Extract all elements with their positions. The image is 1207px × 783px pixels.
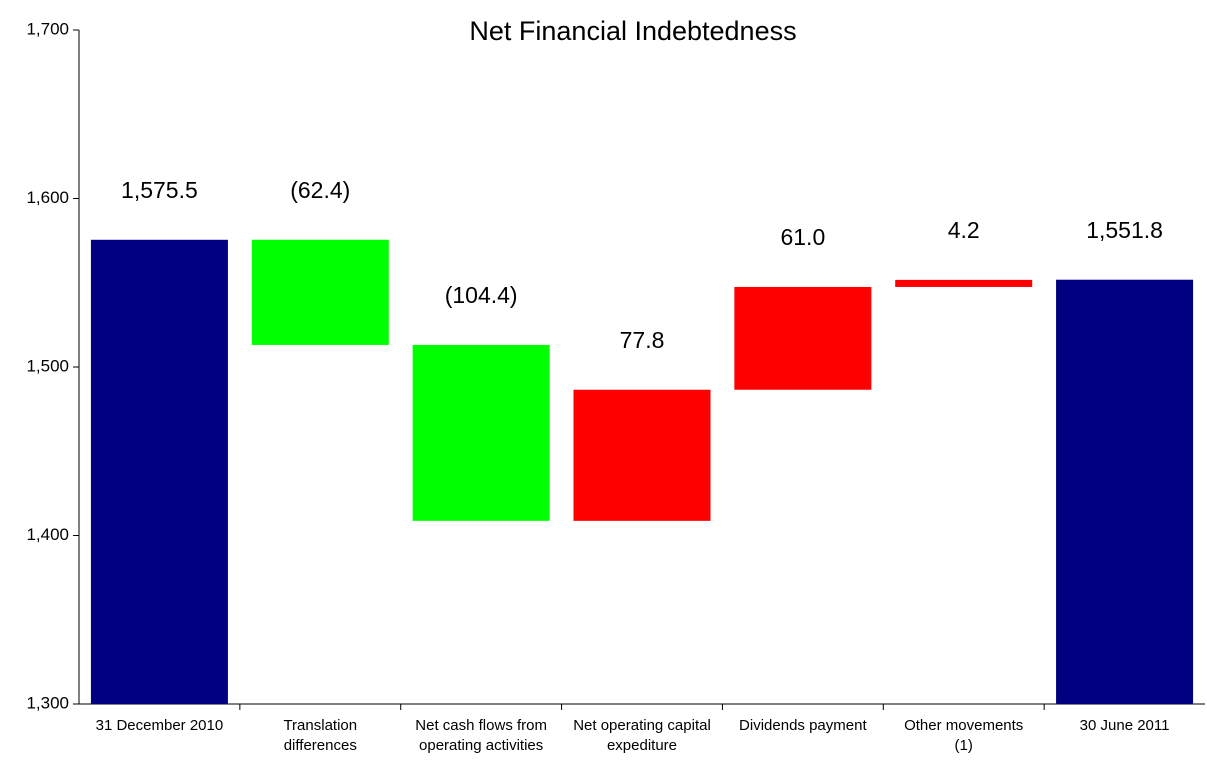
value-label: 61.0 [780,224,825,250]
value-label: 4.2 [948,217,980,243]
bar [895,279,1033,287]
y-tick-label: 1,500 [26,356,69,375]
x-tick-label: Dividends payment [739,717,867,734]
bar [734,286,872,390]
y-tick-label: 1,600 [26,188,69,207]
x-tick-label: 31 December 2010 [95,717,224,734]
x-tick-label: Net cash flows from operating activities [415,717,547,754]
x-tick-label: 30 June 2011 [1079,717,1170,734]
value-label: 1,551.8 [1086,217,1163,243]
y-tick-label: 1,300 [26,693,69,712]
value-label: (104.4) [445,282,518,308]
bar [573,389,711,521]
y-tick-label: 1,700 [26,19,69,38]
bar [90,239,228,704]
x-tick-label: Other movements (1) [904,717,1024,754]
bar [412,344,550,521]
bar [1056,279,1194,704]
x-tick-label: Translation differences [283,717,358,754]
y-tick-label: 1,400 [26,525,69,544]
chart-title: Net Financial Indebtedness [469,16,796,46]
value-label: (62.4) [290,177,350,203]
bar [251,239,389,345]
x-tick-label: Net operating capital expediture [573,717,711,754]
value-label: 77.8 [620,327,665,353]
value-label: 1,575.5 [121,177,198,203]
